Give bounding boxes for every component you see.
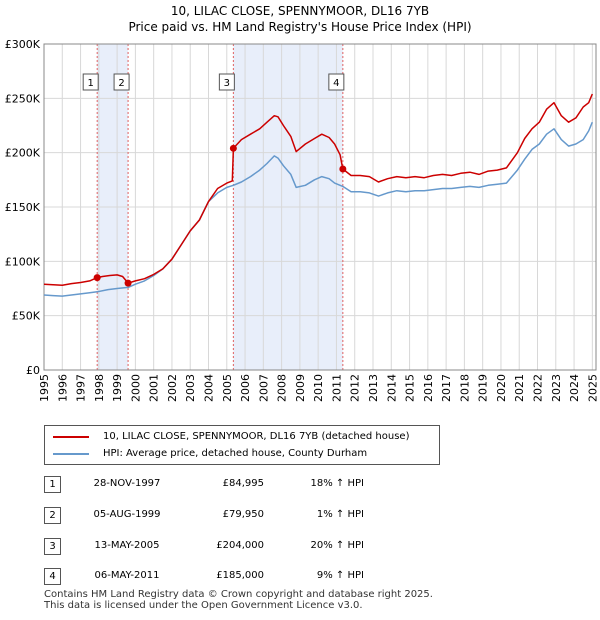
sale-date: 06-MAY-2011	[94, 570, 160, 581]
y-tick-label: £250K	[5, 92, 41, 105]
legend-item-property: 10, LILAC CLOSE, SPENNYMOOR, DL16 7YB (d…	[53, 431, 409, 442]
sale-date: 05-AUG-1999	[93, 509, 161, 520]
sale-label-box-2	[113, 73, 130, 91]
sale-point-3	[229, 144, 237, 152]
sale-point-2	[124, 279, 132, 287]
x-tick-label: 2013	[367, 374, 380, 402]
sale-price: £79,950	[222, 509, 264, 520]
x-tick-label: 2025	[586, 374, 599, 402]
sale-number: 4	[44, 568, 61, 585]
x-tick-label: 1996	[56, 374, 69, 402]
x-tick-label: 2007	[257, 374, 270, 402]
legend-label-property: 10, LILAC CLOSE, SPENNYMOOR, DL16 7YB (d…	[103, 431, 410, 442]
sale-price: £84,995	[222, 478, 264, 489]
x-tick-label: 1998	[93, 374, 106, 402]
hpi-line	[43, 121, 593, 297]
legend-item-hpi: HPI: Average price, detached house, Coun…	[53, 448, 367, 459]
footer-line-2: This data is licensed under the Open Gov…	[44, 600, 363, 611]
x-tick-label: 2021	[513, 374, 526, 402]
x-tick-label: 2008	[276, 374, 289, 402]
sale-date: 13-MAY-2005	[94, 540, 160, 551]
y-tick-label: £150K	[5, 201, 41, 214]
x-tick-label: 2022	[532, 374, 545, 402]
sale-hpi-change: 20% ↑ HPI	[310, 540, 364, 551]
sale-number: 1	[44, 476, 61, 493]
x-tick-label: 1999	[111, 374, 124, 402]
sale-label-box-1	[82, 73, 99, 91]
sale-label-box-3	[218, 73, 235, 91]
chart-legend: 10, LILAC CLOSE, SPENNYMOOR, DL16 7YB (d…	[44, 425, 440, 465]
sale-hpi-change: 18% ↑ HPI	[310, 478, 364, 489]
sale-date: 28-NOV-1997	[93, 478, 161, 489]
x-tick-label: 2019	[477, 374, 490, 402]
legend-swatch-hpi	[53, 452, 89, 455]
x-tick-label: 2001	[148, 374, 161, 402]
x-tick-label: 2018	[458, 374, 471, 402]
sale-hpi-change: 9% ↑ HPI	[316, 570, 364, 581]
sale-row: 2 05-AUG-1999 £79,950 1% ↑ HPI	[44, 507, 464, 525]
plot-frame	[43, 43, 597, 371]
x-tick-label: 2009	[294, 374, 307, 402]
x-tick-label: 2005	[221, 374, 234, 402]
sale-number: 2	[44, 507, 61, 524]
sale-label-number-3: 3	[224, 78, 230, 89]
sale-row: 4 06-MAY-2011 £185,000 9% ↑ HPI	[44, 568, 464, 586]
footer-attribution: Contains HM Land Registry data © Crown c…	[44, 589, 433, 611]
x-tick-label: 2000	[129, 374, 142, 402]
x-tick-label: 2020	[495, 374, 508, 402]
legend-label-hpi: HPI: Average price, detached house, Coun…	[103, 448, 368, 459]
y-tick-label: £300K	[5, 38, 41, 51]
x-tick-label: 2014	[385, 374, 398, 402]
y-tick-label: £200K	[5, 147, 41, 160]
sale-label-number-1: 1	[88, 78, 94, 89]
x-tick-label: 2016	[422, 374, 435, 402]
x-tick-label: 2024	[568, 374, 581, 402]
sale-label-number-4: 4	[333, 78, 339, 89]
x-tick-label: 2002	[166, 374, 179, 402]
chart-title: 10, LILAC CLOSE, SPENNYMOOR, DL16 7YB	[170, 4, 430, 18]
x-tick-label: 2015	[404, 374, 417, 402]
sale-row: 1 28-NOV-1997 £84,995 18% ↑ HPI	[44, 476, 464, 494]
sale-row: 3 13-MAY-2005 £204,000 20% ↑ HPI	[44, 538, 464, 556]
sale-hpi-change: 1% ↑ HPI	[316, 509, 364, 520]
footer-line-1: Contains HM Land Registry data © Crown c…	[44, 589, 433, 600]
x-tick-label: 2003	[184, 374, 197, 402]
x-tick-label: 1995	[38, 374, 51, 402]
y-tick-label: £0	[26, 364, 40, 377]
x-tick-label: 2012	[349, 374, 362, 402]
sale-label-number-2: 2	[118, 78, 124, 89]
sale-price: £204,000	[216, 540, 264, 551]
y-tick-label: £100K	[5, 255, 41, 268]
price-chart: £0 £50K £100K £150K £200K £250K £300K 1995 1996 1…	[5, 38, 600, 402]
sale-point-1	[93, 274, 101, 282]
x-tick-label: 2023	[550, 374, 563, 402]
x-tick-label: 2010	[312, 374, 325, 402]
x-tick-label: 2006	[239, 374, 252, 402]
x-tick-label: 2011	[330, 374, 343, 402]
chart-subtitle: Price paid vs. HM Land Registry's House …	[128, 20, 472, 34]
x-tick-label: 2017	[440, 374, 453, 402]
x-tick-label: 2004	[203, 374, 216, 402]
sale-label-box-4	[328, 73, 345, 91]
sale-number: 3	[44, 538, 61, 555]
y-tick-label: £50K	[12, 310, 41, 323]
x-tick-label: 1997	[75, 374, 88, 402]
sale-price: £185,000	[216, 570, 264, 581]
legend-swatch-property	[53, 435, 89, 438]
property-price-line	[43, 93, 593, 286]
sale-point-4	[339, 165, 347, 173]
